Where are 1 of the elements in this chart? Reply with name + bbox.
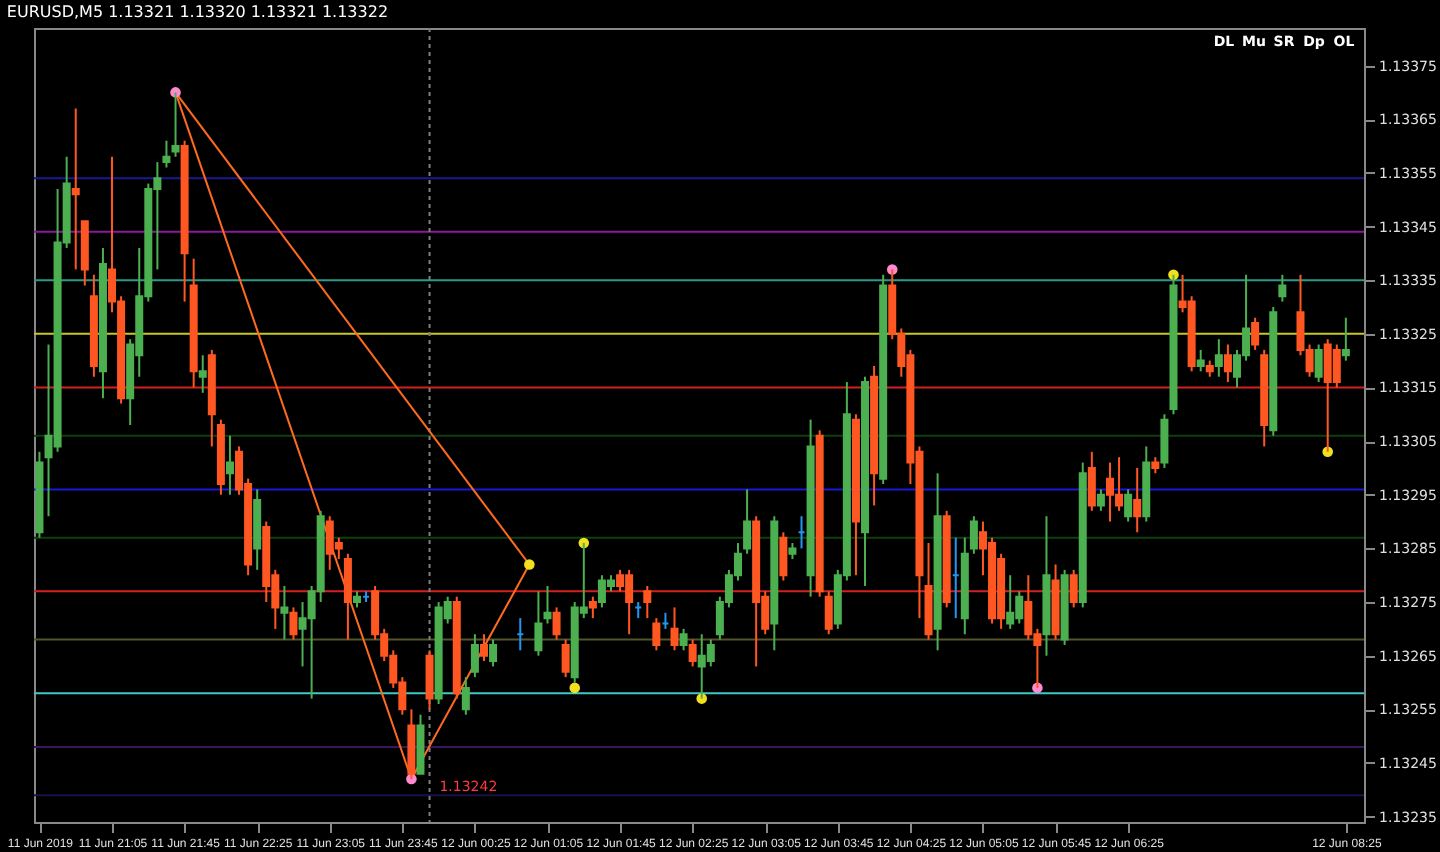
chart-title: EURUSD,M5 1.13321 1.13320 1.13321 1.13322: [6, 3, 389, 21]
